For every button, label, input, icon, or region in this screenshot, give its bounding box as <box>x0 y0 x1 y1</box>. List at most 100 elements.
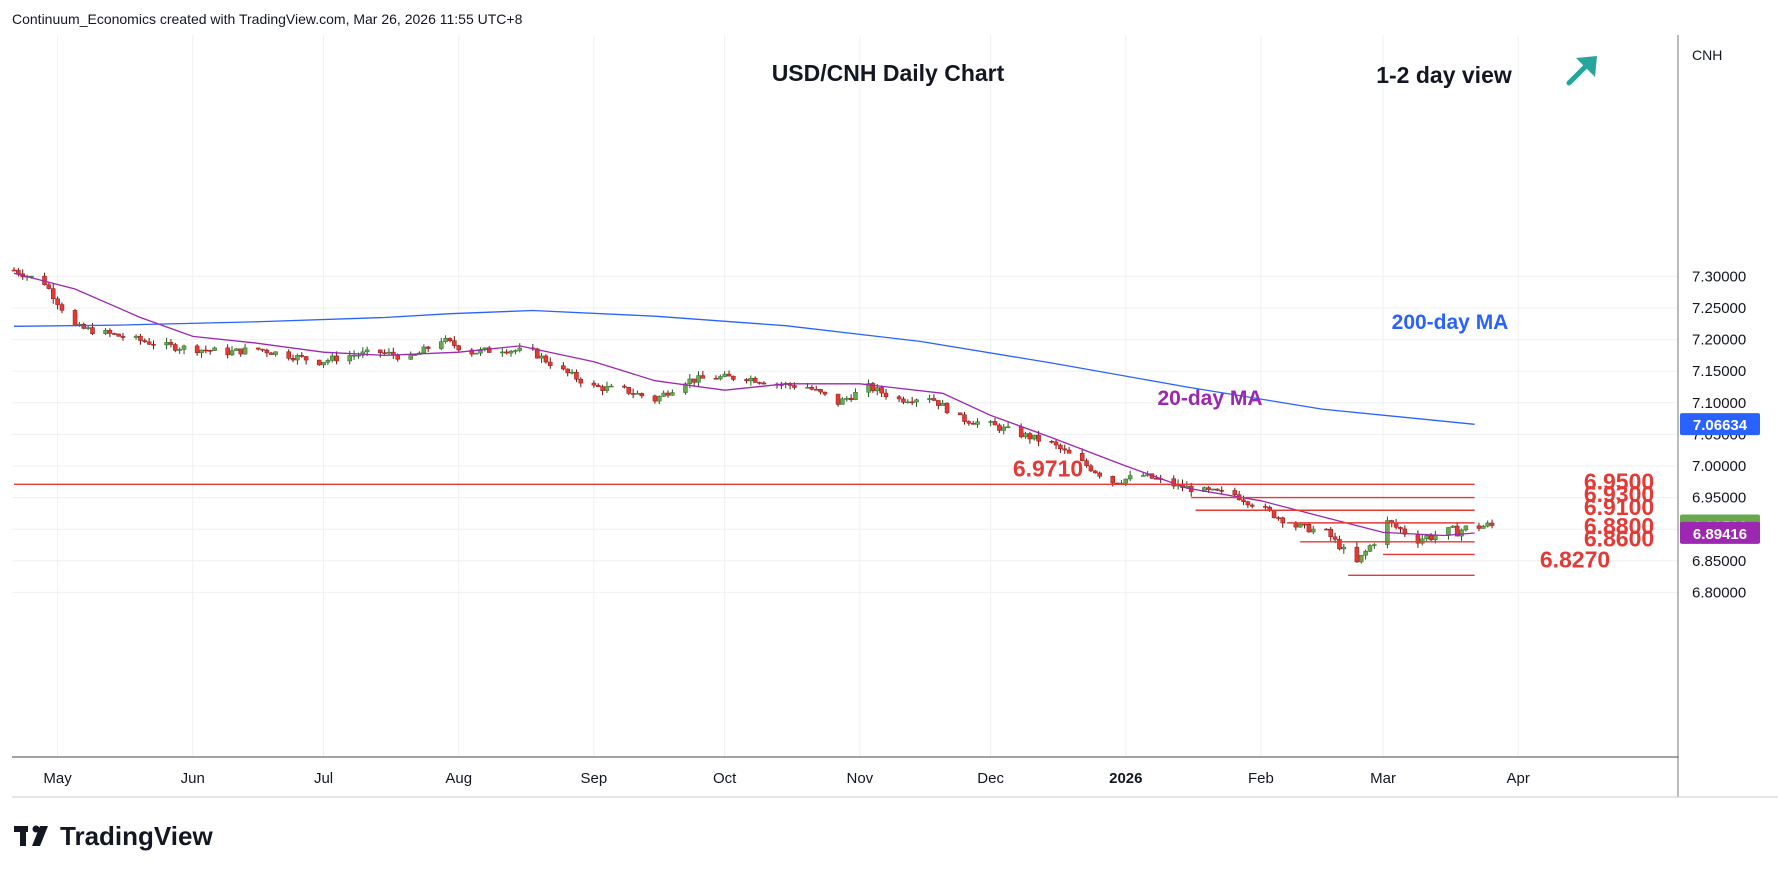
candle-body <box>931 398 937 401</box>
candle-body <box>1450 525 1456 528</box>
candle-body <box>813 389 819 391</box>
candle-body <box>1306 524 1312 533</box>
candle-body <box>622 385 627 388</box>
price-axis: 7.300007.250007.200007.150007.100007.050… <box>1692 268 1746 601</box>
candle <box>561 362 566 371</box>
time-tick-label: Feb <box>1248 770 1274 787</box>
candle-body <box>1341 546 1347 550</box>
candle-body <box>513 350 518 352</box>
candle-body <box>1433 535 1438 540</box>
candle <box>1084 458 1089 468</box>
candle-body <box>273 351 278 355</box>
candle-body <box>1354 546 1360 563</box>
candle <box>1049 440 1054 444</box>
candle-body <box>696 375 701 383</box>
candle-body <box>1372 544 1377 546</box>
candle-body <box>116 333 121 337</box>
candle-body <box>543 355 549 363</box>
candle-body <box>565 368 570 374</box>
candle-body <box>761 382 767 385</box>
candle <box>539 352 544 363</box>
candle-body <box>1084 460 1089 467</box>
candle <box>151 340 156 350</box>
candle-body <box>604 386 610 391</box>
time-tick-label: Apr <box>1507 770 1530 787</box>
candle <box>609 383 614 388</box>
candle <box>1066 447 1072 454</box>
gridlines <box>12 35 1678 757</box>
candle <box>194 344 200 356</box>
candle <box>748 375 754 386</box>
candle-body <box>914 399 919 403</box>
candle <box>909 396 915 406</box>
candle-body <box>1459 529 1464 537</box>
candle <box>1267 505 1272 512</box>
candle-body <box>1049 440 1054 443</box>
time-tick-label: Nov <box>846 770 873 787</box>
candle-body <box>55 298 60 305</box>
candle-body <box>1127 475 1133 480</box>
candle-body <box>539 355 544 359</box>
candle <box>940 399 945 406</box>
candle-body <box>1066 449 1072 454</box>
candle-body <box>508 350 514 354</box>
candle-body <box>1302 523 1307 526</box>
candle <box>330 353 335 363</box>
candle-body <box>421 346 427 354</box>
candle <box>255 347 261 351</box>
candle <box>290 354 296 363</box>
candle-body <box>1215 488 1220 491</box>
candle <box>1001 424 1006 435</box>
candle-body <box>356 354 361 357</box>
candle-body <box>1328 528 1333 538</box>
candle <box>757 381 762 385</box>
candle-body <box>970 423 976 425</box>
candle <box>203 345 209 354</box>
level-label: 6.8270 <box>1540 546 1610 572</box>
candle-body <box>1463 525 1469 531</box>
candle-body <box>962 414 967 422</box>
candle <box>517 343 523 353</box>
candle-body <box>146 341 152 345</box>
candle <box>779 381 784 390</box>
candle-body <box>626 386 632 394</box>
candle-body <box>212 347 217 351</box>
candle <box>443 335 448 344</box>
candle-body <box>1123 478 1129 484</box>
candle-body <box>635 393 640 395</box>
candle <box>1420 534 1425 546</box>
candle <box>1297 523 1303 528</box>
candle-body <box>1276 517 1281 519</box>
candle <box>569 369 575 375</box>
candle-body <box>944 402 950 414</box>
candle <box>142 338 148 344</box>
candle <box>630 388 636 399</box>
time-tick-label: Oct <box>713 770 737 787</box>
candle-body <box>316 359 322 366</box>
candle <box>1367 544 1373 553</box>
candle-body <box>456 345 461 351</box>
candle <box>600 384 605 396</box>
candle-body <box>377 349 383 353</box>
credit-text: Continuum_Economics created with Trading… <box>12 11 523 27</box>
candle <box>391 347 396 360</box>
candle <box>639 392 645 399</box>
candle-body <box>652 395 658 402</box>
candle <box>574 369 579 383</box>
candle-body <box>452 340 457 346</box>
price-tick-label: 6.85000 <box>1692 553 1746 570</box>
candle <box>997 423 1002 433</box>
candle-body <box>504 351 509 354</box>
candle-body <box>72 310 78 326</box>
candle <box>386 348 392 356</box>
candle <box>103 327 108 335</box>
candle-body <box>691 378 697 383</box>
candle <box>696 371 701 387</box>
candles-layer <box>11 267 1495 564</box>
candle-body <box>85 327 91 329</box>
candle-body <box>1062 448 1068 451</box>
candle <box>1337 535 1342 551</box>
candle-body <box>988 421 993 423</box>
candle-body <box>120 336 126 338</box>
